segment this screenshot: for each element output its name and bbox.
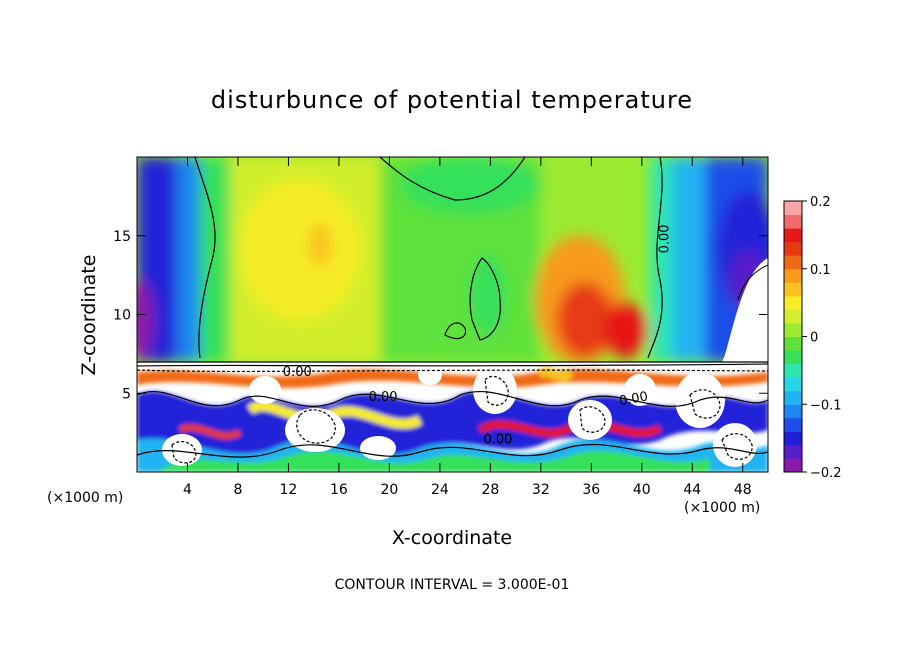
colorbar: −0.2 −0.1 0 0.1 0.2 bbox=[783, 195, 842, 481]
x-tick-label: 12 bbox=[280, 482, 298, 498]
x-unit-label-right: (×1000 m) bbox=[684, 500, 761, 516]
colorbar-swatch bbox=[784, 255, 802, 270]
colorbar-swatch bbox=[784, 458, 802, 473]
contour-label: 0.00 bbox=[283, 365, 312, 380]
contour-label: 0.00 bbox=[618, 389, 649, 409]
colorbar-swatch bbox=[784, 214, 802, 229]
contour-label: 0.00 bbox=[657, 224, 672, 253]
x-tick-label: 24 bbox=[431, 482, 449, 498]
x-tick-label: 8 bbox=[233, 482, 242, 498]
colorbar-swatch bbox=[784, 322, 802, 337]
colorbar-swatch bbox=[784, 295, 802, 310]
colorbar-tick-label: 0.1 bbox=[810, 263, 831, 278]
colorbar-swatch bbox=[784, 363, 802, 378]
contour-label: 0.00 bbox=[483, 433, 512, 448]
y-axis-ticks: 5 10 15 bbox=[113, 229, 768, 402]
x-tick-label: 4 bbox=[183, 482, 192, 498]
contour-interval-note: CONTOUR INTERVAL = 3.000E-01 bbox=[334, 577, 570, 593]
colorbar-tick-label: −0.1 bbox=[810, 398, 842, 413]
x-tick-label: 36 bbox=[582, 482, 600, 498]
colorbar-swatch bbox=[784, 228, 802, 243]
x-tick-label: 48 bbox=[734, 482, 752, 498]
colorbar-tick-label: 0.2 bbox=[810, 195, 831, 210]
y-tick-label: 5 bbox=[122, 386, 131, 402]
colorbar-swatch bbox=[784, 268, 802, 283]
x-tick-label: 32 bbox=[532, 482, 550, 498]
x-tick-label: 28 bbox=[481, 482, 499, 498]
heatmap-field bbox=[137, 157, 768, 472]
x-unit-label-left: (×1000 m) bbox=[47, 490, 124, 506]
colorbar-swatch bbox=[784, 336, 802, 351]
y-tick-label: 15 bbox=[113, 229, 131, 245]
colorbar-swatch bbox=[784, 241, 802, 256]
y-tick-label: 10 bbox=[113, 308, 131, 324]
colorbar-swatch bbox=[784, 417, 802, 432]
contour-label: 0.00 bbox=[369, 390, 398, 405]
x-tick-label: 40 bbox=[633, 482, 651, 498]
y-axis-label: Z-coordinate bbox=[78, 254, 100, 376]
x-tick-label: 16 bbox=[330, 482, 348, 498]
x-tick-label: 20 bbox=[380, 482, 398, 498]
colorbar-swatch bbox=[784, 350, 802, 365]
contour-labels: 0.00 0.00 0.00 0.00 0.00 bbox=[283, 224, 673, 447]
colorbar-swatch bbox=[784, 377, 802, 392]
colorbar-swatch bbox=[784, 444, 802, 459]
colorbar-swatch bbox=[784, 431, 802, 446]
chart-title: disturbunce of potential temperature bbox=[210, 86, 694, 114]
colorbar-swatch bbox=[784, 390, 802, 405]
colorbar-swatch bbox=[784, 282, 802, 297]
colorbar-swatch bbox=[784, 404, 802, 419]
colorbar-swatch bbox=[784, 309, 802, 324]
x-tick-label: 44 bbox=[683, 482, 701, 498]
colorbar-tick-label: −0.2 bbox=[810, 466, 842, 481]
colorbar-swatch bbox=[784, 201, 802, 216]
x-axis-ticks: 4 8 12 16 20 24 28 32 36 40 44 48 bbox=[183, 157, 752, 498]
contour-lines bbox=[137, 157, 768, 464]
x-axis-label: X-coordinate bbox=[391, 527, 513, 549]
colorbar-tick-label: 0 bbox=[810, 331, 818, 346]
